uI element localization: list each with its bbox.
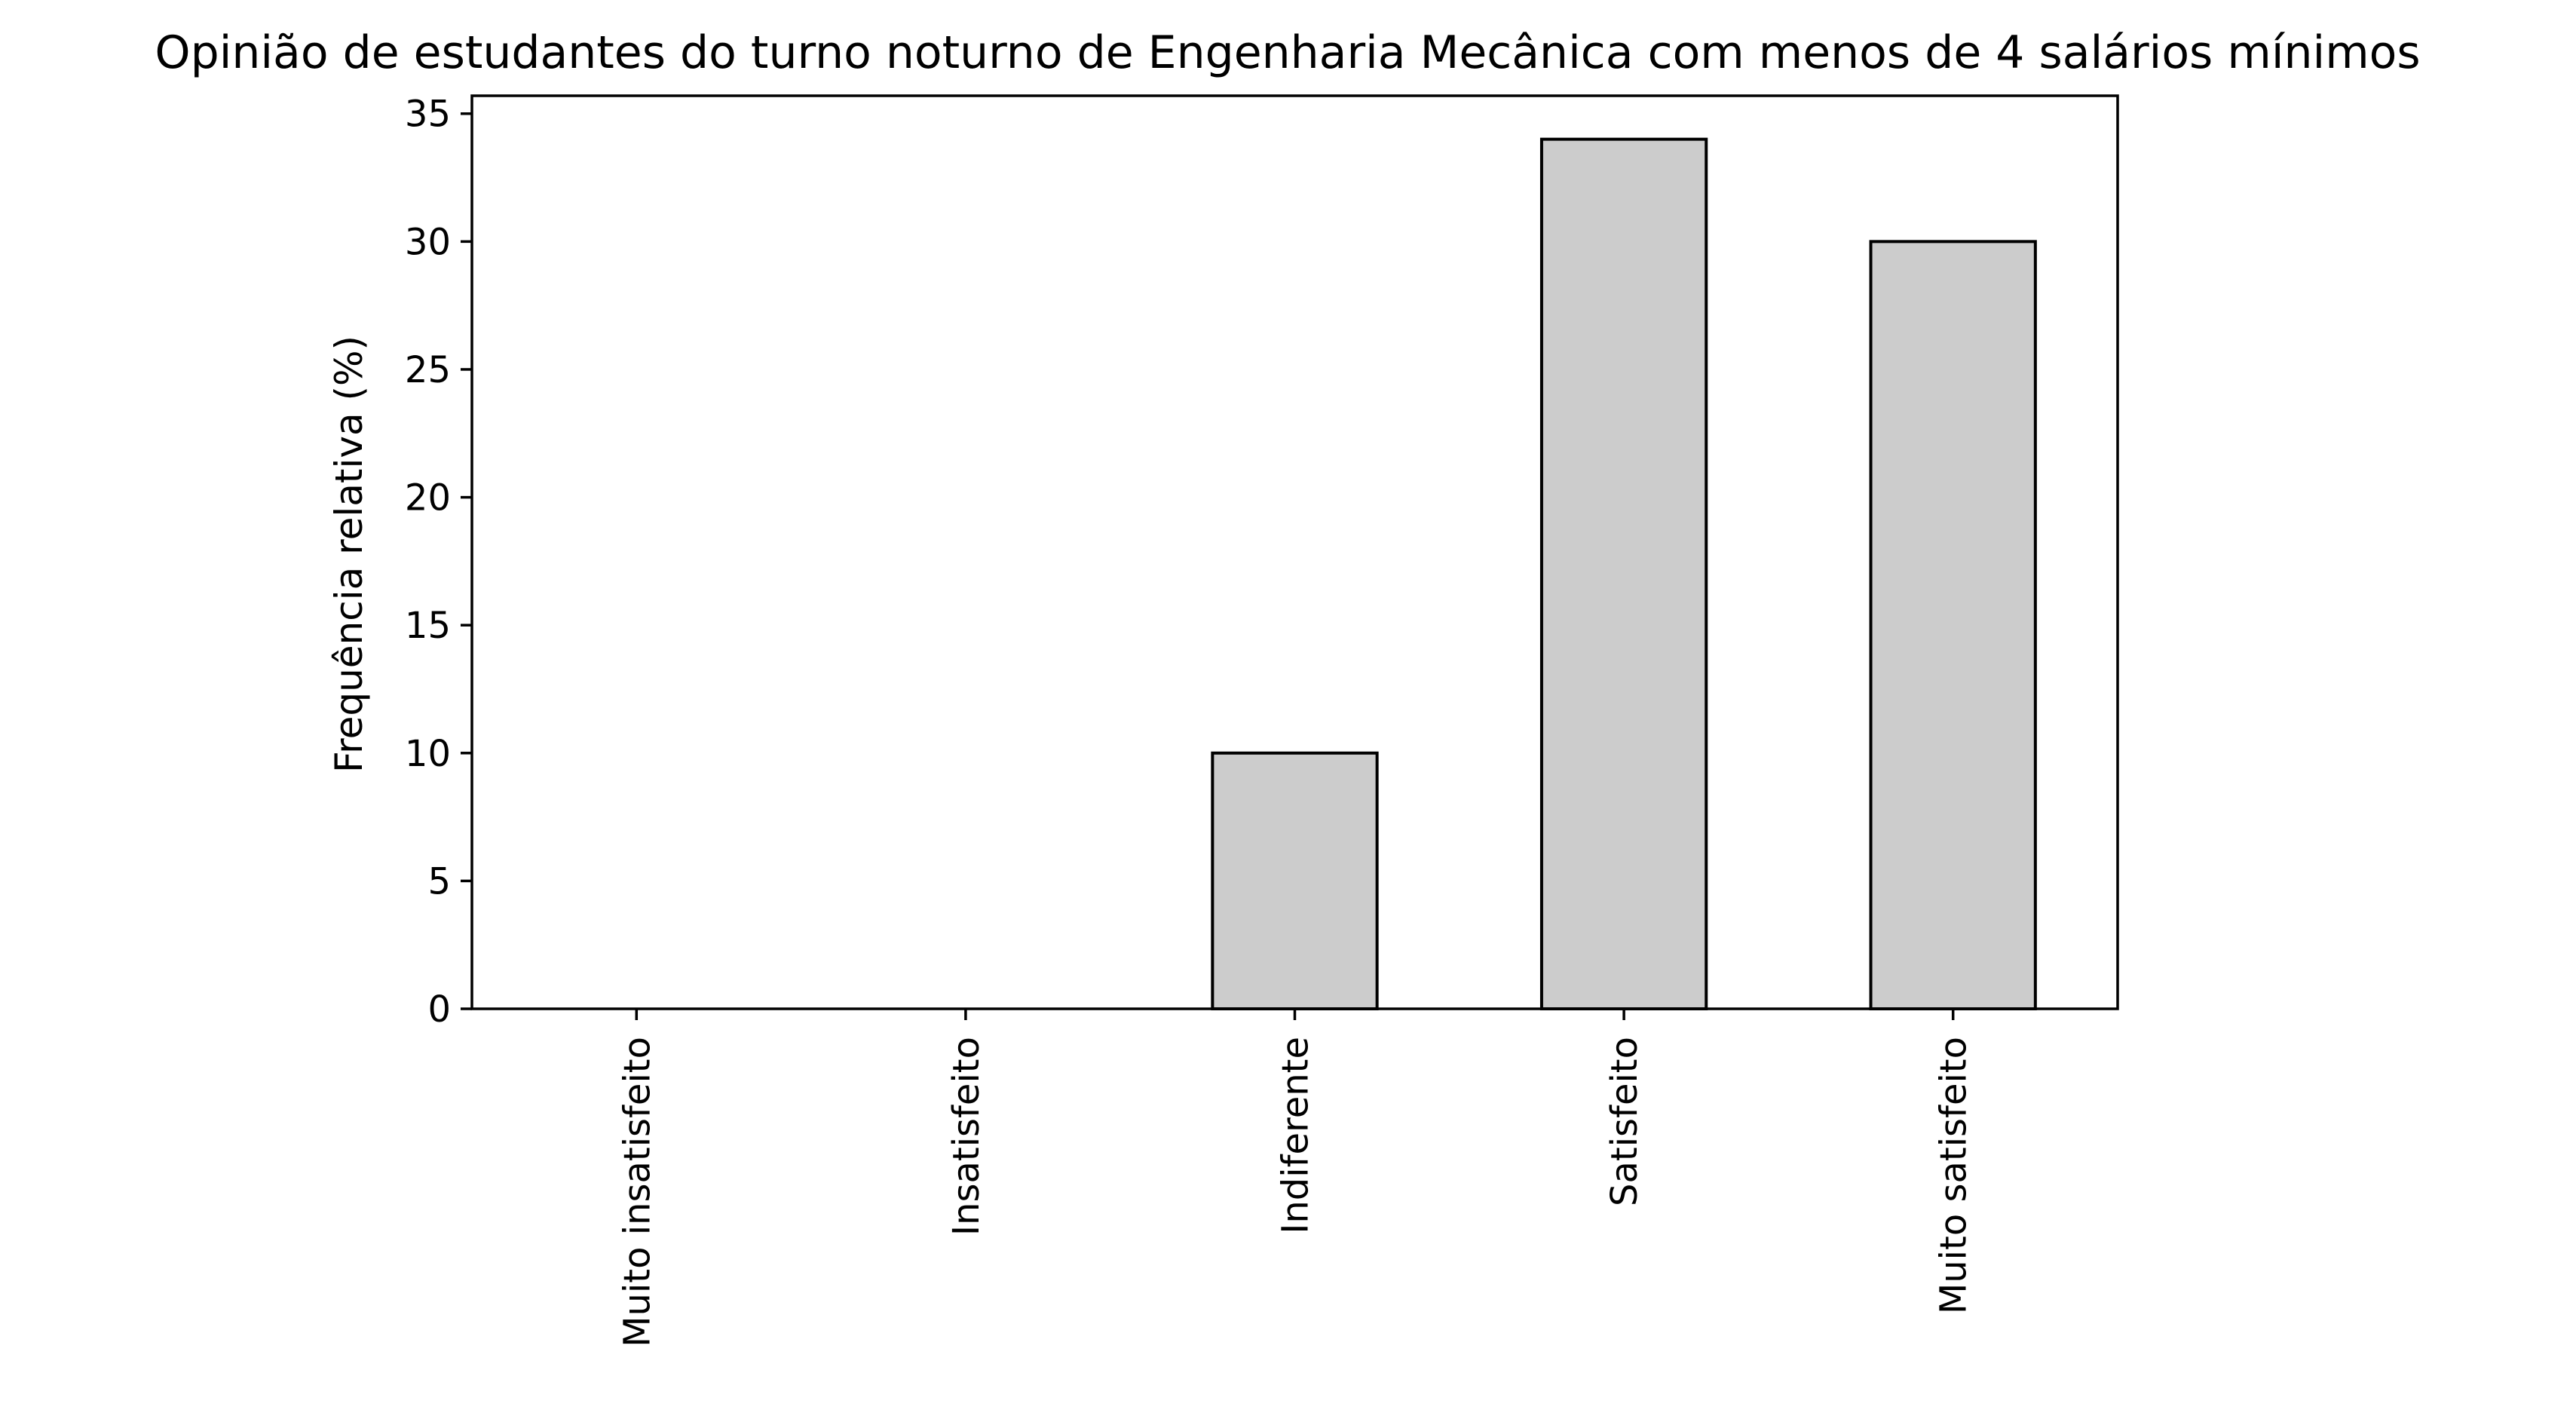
x-tick-label: Insatisfeito	[945, 1037, 988, 1236]
y-axis-ticks: 0 5 10 15 20 25 30 35	[405, 93, 472, 1031]
bars	[1211, 137, 2037, 1011]
y-axis-label: Frequência relativa (%)	[327, 336, 371, 773]
chart-title: Opinião de estudantes do turno noturno d…	[155, 26, 2420, 79]
y-tick-label: 20	[405, 477, 451, 519]
y-tick-label: 35	[405, 93, 451, 136]
bar	[1539, 137, 1708, 1011]
y-tick-label: 10	[405, 733, 451, 775]
plot-frame	[470, 94, 2119, 1010]
y-tick-label: 25	[405, 349, 451, 391]
y-tick-label: 5	[427, 860, 451, 902]
x-tick-label: Indiferente	[1275, 1037, 1317, 1234]
x-tick-label: Satisfeito	[1603, 1037, 1646, 1206]
x-axis-ticks: Muito insatisfeito Insatisfeito Indiferent…	[616, 1009, 1975, 1347]
x-tick-label: Muito satisfeito	[1933, 1037, 1975, 1314]
bar	[1869, 240, 2037, 1010]
bar	[1211, 751, 1379, 1010]
y-tick-label: 30	[405, 221, 451, 263]
x-tick-label: Muito insatisfeito	[616, 1037, 658, 1347]
y-tick-label: 0	[427, 988, 451, 1031]
y-tick-label: 15	[405, 605, 451, 647]
